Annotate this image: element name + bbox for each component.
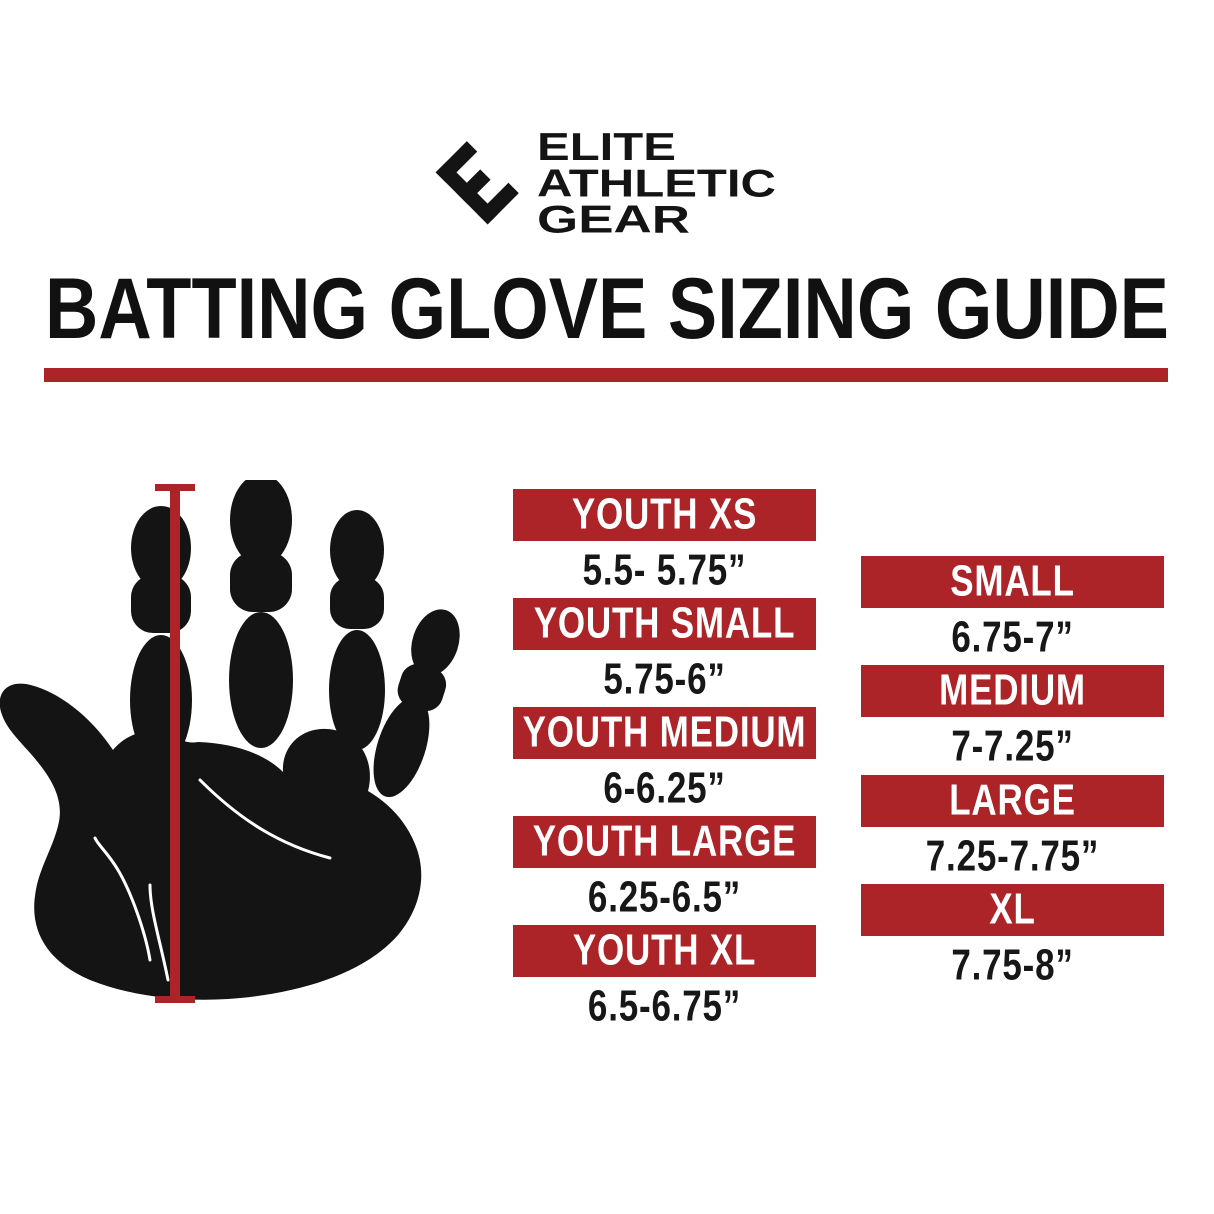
svg-text:GEAR: GEAR [537,199,690,242]
svg-text:BATTING GLOVE SIZING GUIDE: BATTING GLOVE SIZING GUIDE [45,261,1169,357]
